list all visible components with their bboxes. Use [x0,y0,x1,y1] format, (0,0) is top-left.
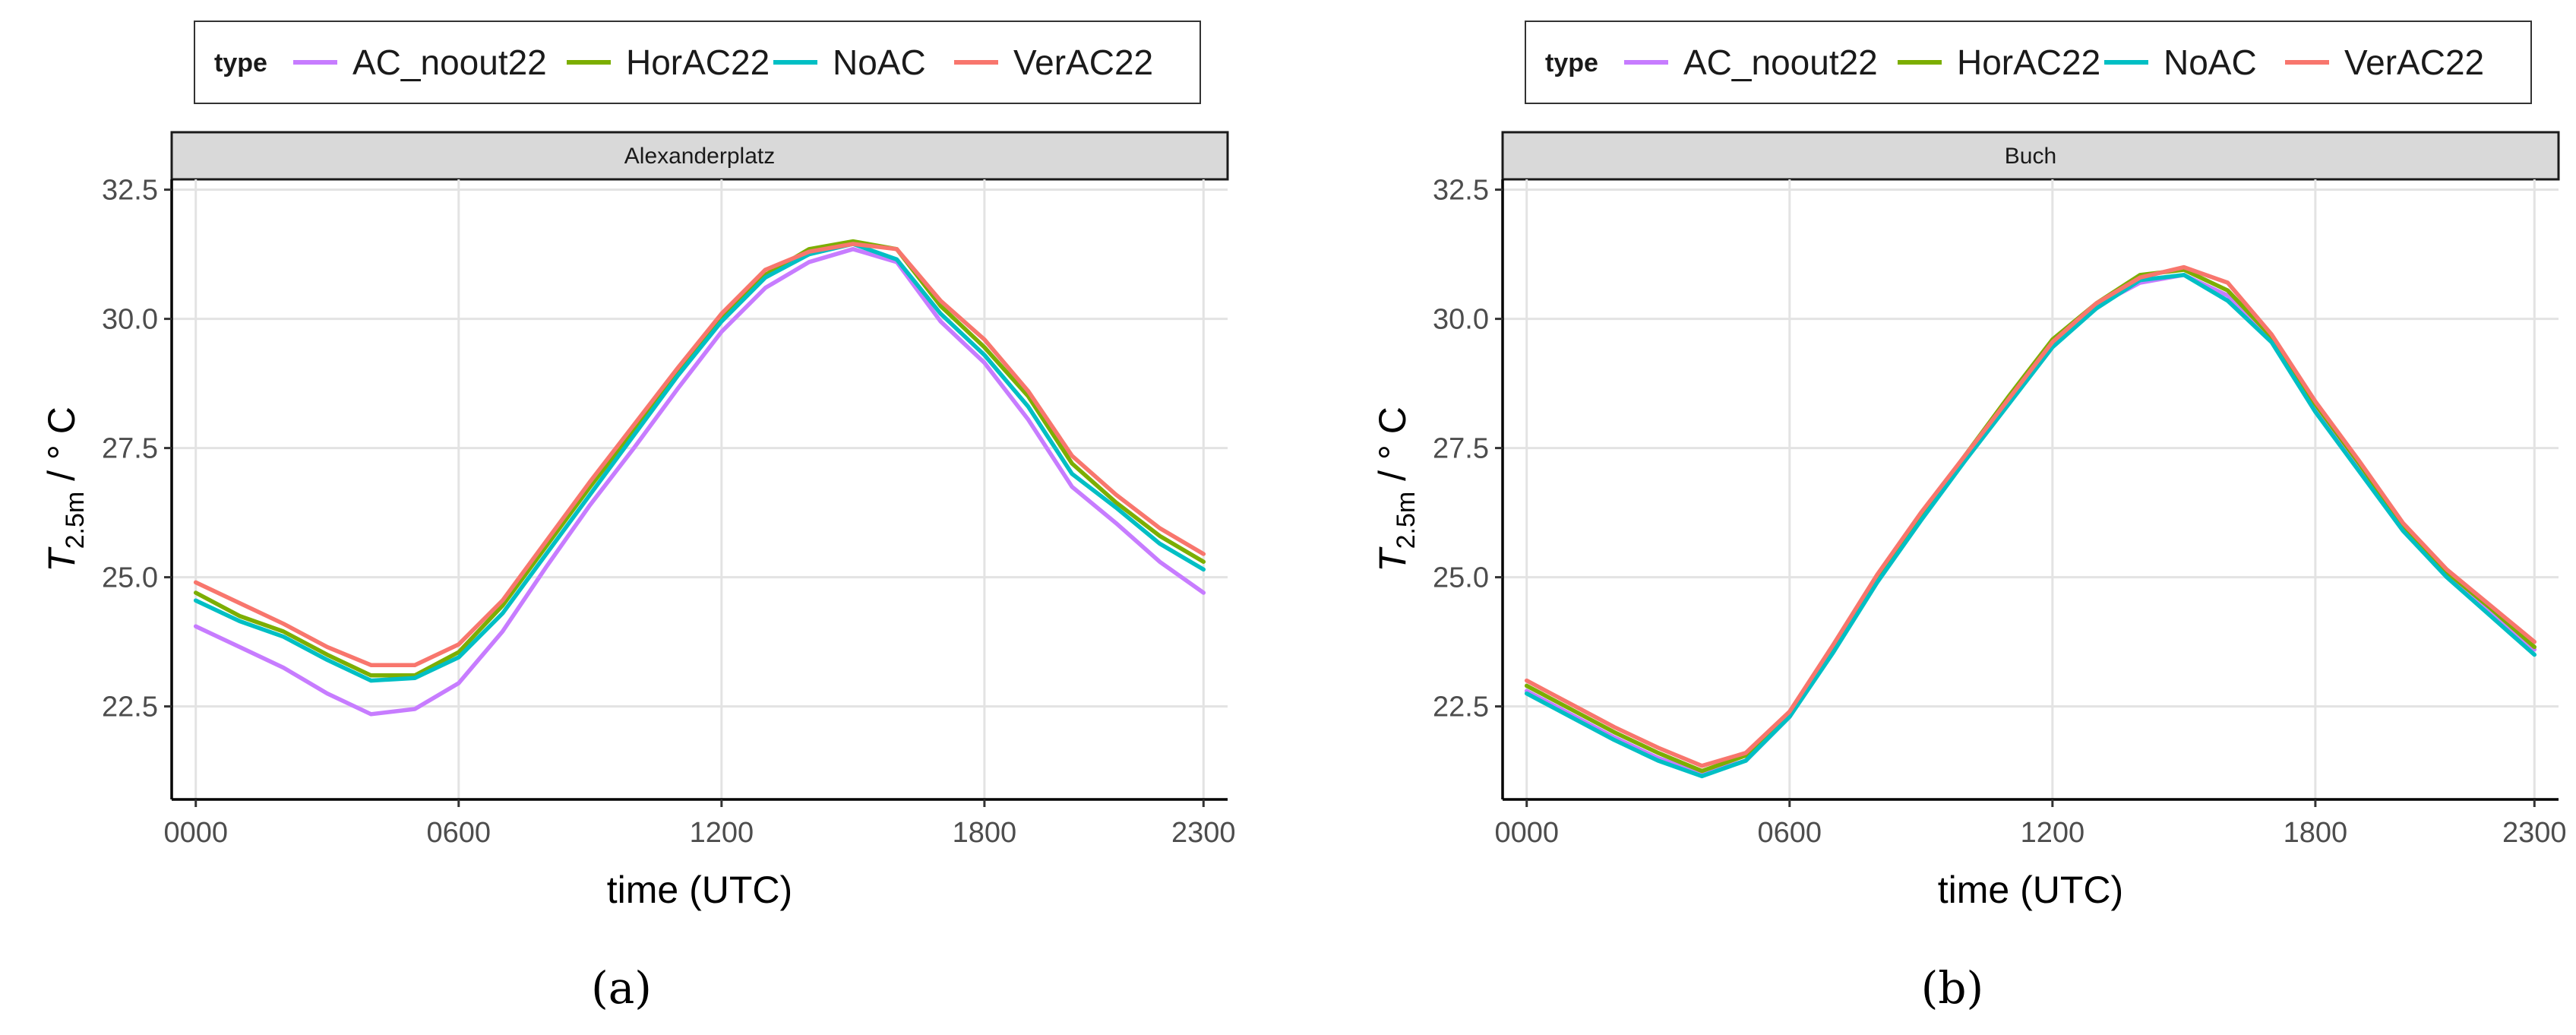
y-tick-label: 32.5 [102,175,158,207]
series-line-verac22 [193,242,1206,667]
x-tick-label: 0600 [1758,817,1822,849]
y-axis-title: T2.5m / ° C [40,407,90,572]
y-tick-label: 30.0 [1433,304,1489,336]
series-line-horac22 [193,239,1206,678]
legend-label-ac-noout22: AC_noout22 [352,43,547,82]
x-tick-label: 1200 [690,817,754,849]
legend-label-horac22: HorAC22 [626,43,770,82]
series-line-noac [193,242,1206,683]
series-group [1524,264,2537,779]
y-tick-label: 27.5 [102,433,158,465]
legend-label-ac-noout22: AC_noout22 [1683,43,1878,82]
legend-label-verac22: VerAC22 [1013,43,1153,82]
y-axis-title-main: T [40,546,83,572]
legend-label-noac: NoAC [2164,43,2257,82]
y-axis-title: T2.5m / ° C [1371,407,1421,572]
y-tick-label: 30.0 [102,304,158,336]
gridlines [172,179,1228,799]
y-tick-label: 25.0 [1433,562,1489,594]
y-tick-label: 22.5 [1433,692,1489,723]
series-line-ac-noout22 [1524,273,2537,776]
gridlines [1503,179,2559,799]
facet-title: Buch [2005,144,2056,169]
facet-strip [170,131,1229,181]
y-axis-title-unit: / ° C [1371,407,1414,492]
x-tick-label: 1800 [953,817,1017,849]
x-tick-label: 1200 [2021,817,2085,849]
legend: type AC_noout22 HorAC22 NoAC VerAC22 [194,21,1201,104]
legend-label-horac22: HorAC22 [1957,43,2100,82]
series-line-noac [1524,273,2537,779]
x-tick-label: 0000 [1494,817,1559,849]
x-tick-label: 0600 [427,817,491,849]
panel-label: (a) [591,962,652,1014]
y-axis-title-main: T [1371,546,1414,572]
legend-label-verac22: VerAC22 [2344,43,2484,82]
x-axis-title: time (UTC) [607,869,792,911]
facet-strip [1501,131,2560,181]
panel-label: (b) [1921,962,1983,1014]
x-axis-title: time (UTC) [1938,869,2123,911]
legend-frame [1525,21,2532,104]
y-tick-label: 22.5 [102,692,158,723]
y-axis-title-sub: 2.5m [61,492,90,549]
y-tick-label: 32.5 [1433,175,1489,207]
series-group [193,239,1206,717]
panel-buch: type AC_noout22 HorAC22 NoAC VerAC22 Buch 22.5… [1371,21,2567,1014]
legend-label-noac: NoAC [833,43,926,82]
y-axis-title-sub: 2.5m [1392,492,1421,549]
y-axis-title-unit: / ° C [40,407,83,492]
legend-title: type [214,49,267,78]
series-line-verac22 [1524,264,2537,768]
x-tick-label: 1800 [2284,817,2348,849]
series-line-horac22 [1524,267,2537,774]
legend: type AC_noout22 HorAC22 NoAC VerAC22 [1525,21,2532,104]
y-tick-label: 25.0 [102,562,158,594]
x-tick-label: 0000 [163,817,228,849]
x-tick-label: 2300 [1171,817,1236,849]
legend-title: type [1545,49,1598,78]
x-tick-label: 2300 [2502,817,2567,849]
y-tick-label: 27.5 [1433,433,1489,465]
panel-alexanderplatz: type AC_noout22 HorAC22 NoAC VerAC22 Alexande… [40,21,1236,1014]
facet-title: Alexanderplatz [624,144,775,169]
legend-frame [194,21,1201,104]
series-line-ac-noout22 [193,247,1206,717]
